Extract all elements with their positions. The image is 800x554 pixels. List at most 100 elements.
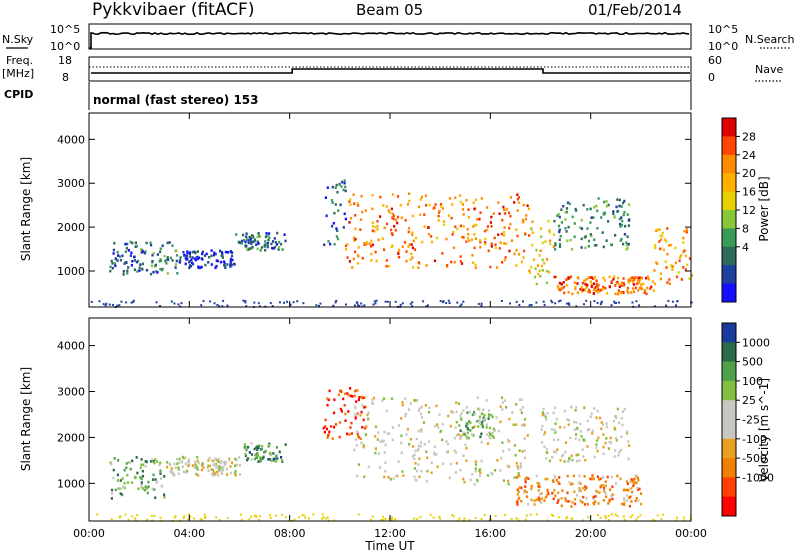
- heatmap-cell: [122, 270, 125, 273]
- heatmap-cell: [250, 515, 253, 518]
- heatmap-cell: [541, 413, 544, 417]
- heatmap-cell: [326, 436, 329, 439]
- heatmap-cell: [413, 475, 416, 479]
- heatmap-cell: [595, 443, 598, 446]
- heatmap-cell: [659, 234, 662, 238]
- heatmap-cell: [577, 481, 580, 485]
- heatmap-cell: [242, 233, 245, 237]
- heatmap-cell: [338, 435, 341, 439]
- heatmap-cell: [613, 300, 616, 303]
- heatmap-cell: [273, 245, 277, 249]
- heatmap-cell: [360, 395, 363, 399]
- heatmap-cell: [634, 286, 637, 290]
- heatmap-cell: [145, 268, 149, 272]
- heatmap-cell: [614, 301, 617, 304]
- heatmap-cell: [455, 401, 458, 404]
- freq-unit-label: [MHz]: [2, 67, 34, 80]
- heatmap-cell: [561, 489, 564, 492]
- nave-tick-bottom: 0: [708, 71, 715, 84]
- heatmap-cell: [502, 234, 506, 237]
- heatmap-cell: [271, 305, 274, 308]
- heatmap-cell: [479, 245, 482, 249]
- heatmap-cell: [326, 516, 329, 519]
- heatmap-cell: [353, 413, 357, 416]
- heatmap-cell: [484, 242, 487, 246]
- heatmap-cell: [159, 305, 161, 307]
- heatmap-cell: [627, 242, 630, 246]
- heatmap-cell: [119, 515, 122, 518]
- heatmap-cell: [149, 272, 153, 276]
- heatmap-cell: [617, 289, 620, 292]
- heatmap-cell: [480, 302, 483, 305]
- heatmap-cell: [459, 255, 462, 258]
- heatmap-cell: [564, 211, 567, 214]
- heatmap-cell: [585, 299, 588, 302]
- heatmap-cell: [554, 422, 557, 425]
- heatmap-cell: [350, 432, 353, 435]
- heatmap-cell: [506, 464, 509, 468]
- heatmap-cell: [485, 426, 488, 429]
- heatmap-cell: [405, 433, 408, 436]
- heatmap-cell: [425, 305, 428, 308]
- heatmap-cell: [446, 264, 449, 267]
- heatmap-cell: [357, 204, 360, 207]
- heatmap-cell: [353, 448, 356, 452]
- heatmap-cell: [278, 246, 281, 249]
- power-ylabel: Slant Range [km]: [19, 157, 33, 261]
- heatmap-cell: [459, 224, 462, 228]
- heatmap-cell: [229, 263, 232, 266]
- power-colorbar-label: Power [dB]: [757, 176, 771, 241]
- power-frame: [88, 112, 692, 308]
- heatmap-cell: [278, 450, 281, 454]
- heatmap-cell: [366, 413, 369, 417]
- heatmap-cell: [357, 398, 361, 402]
- heatmap-cell: [354, 416, 357, 419]
- heatmap-cell: [404, 219, 407, 222]
- heatmap-cell: [538, 493, 542, 496]
- heatmap-cell: [465, 198, 468, 202]
- heatmap-cell: [471, 254, 474, 257]
- heatmap-cell: [688, 257, 692, 260]
- heatmap-cell: [560, 497, 563, 500]
- heatmap-cell: [661, 234, 664, 238]
- heatmap-cell: [473, 233, 476, 236]
- heatmap-cell: [415, 437, 418, 441]
- heatmap-cell: [544, 477, 547, 481]
- heatmap-cell: [626, 499, 629, 502]
- heatmap-cell: [336, 229, 339, 232]
- heatmap-cell: [428, 203, 431, 207]
- heatmap-cell: [150, 243, 153, 247]
- heatmap-cell: [497, 201, 500, 204]
- heatmap-cell: [630, 500, 633, 503]
- heatmap-cell: [472, 261, 475, 265]
- heatmap-cell: [390, 228, 393, 232]
- heatmap-cell: [363, 396, 366, 399]
- heatmap-cell: [679, 254, 683, 257]
- heatmap-cell: [551, 456, 554, 459]
- heatmap-cell: [494, 243, 497, 246]
- heatmap-cell: [651, 280, 654, 283]
- heatmap-cell: [590, 412, 593, 416]
- heatmap-cell: [196, 467, 199, 471]
- heatmap-cell: [577, 453, 580, 457]
- heatmap-cell: [121, 477, 124, 480]
- heatmap-cell: [557, 491, 560, 494]
- heatmap-cell: [116, 250, 119, 254]
- heatmap-cell: [612, 210, 615, 213]
- heatmap-cell: [513, 444, 516, 447]
- heatmap-cell: [631, 279, 635, 282]
- heatmap-cell: [453, 436, 456, 440]
- heatmap-cell: [200, 304, 203, 307]
- heatmap-cell: [554, 431, 557, 434]
- heatmap-cell: [662, 248, 665, 252]
- heatmap-cell: [138, 266, 141, 270]
- heatmap-cell: [569, 238, 572, 242]
- heatmap-cell: [466, 427, 469, 430]
- heatmap-cell: [516, 500, 519, 503]
- heatmap-cell: [147, 480, 150, 484]
- heatmap-cell: [505, 406, 508, 409]
- heatmap-cell: [483, 513, 486, 516]
- heatmap-cell: [441, 462, 445, 465]
- heatmap-cell: [220, 468, 223, 472]
- heatmap-cell: [625, 243, 629, 247]
